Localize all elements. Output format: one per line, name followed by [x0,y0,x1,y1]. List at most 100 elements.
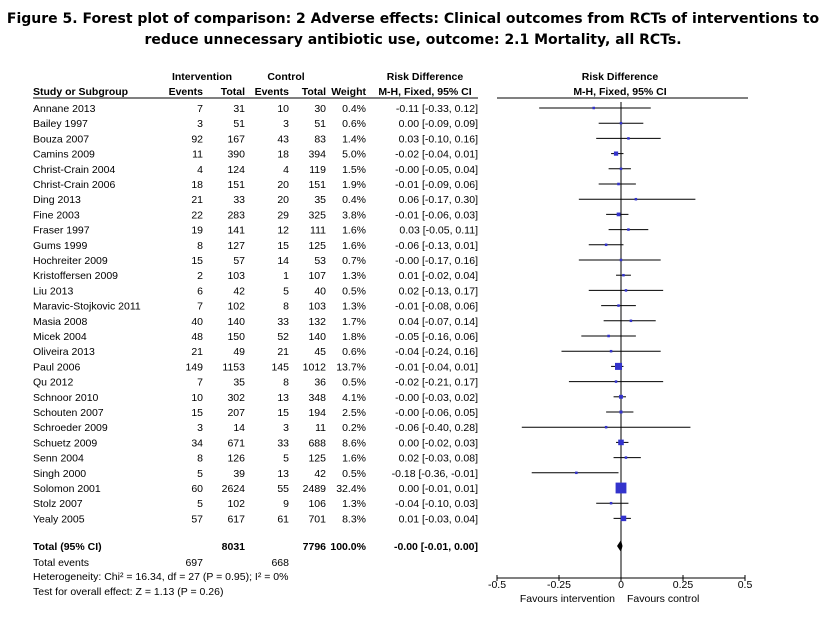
ctl-total: 51 [314,118,326,130]
int-total: 33 [233,194,245,206]
ctl-events: 10 [277,103,289,115]
int-events: 21 [191,194,203,206]
study-weight-square [620,515,627,522]
ctl-events: 3 [283,118,289,130]
int-total: 141 [227,225,245,237]
int-events: 60 [191,483,203,495]
ctl-total: 103 [308,301,326,313]
ctl-events: 8 [283,377,289,389]
study-weight-square [607,334,610,338]
x-axis-tick-label: 0.5 [738,579,753,591]
study-weight: 1.5% [342,164,366,176]
figure-title-line-1: Figure 5. Forest plot of comparison: 2 A… [6,11,820,27]
ctl-events: 5 [283,285,289,297]
ctl-total: 119 [309,164,326,176]
int-events: 6 [197,285,203,297]
study-weight: 8.6% [342,437,366,449]
study-weight-square [627,228,630,231]
header-rd-method-plot: M-H, Fixed, 95% CI [573,86,666,98]
ctl-total: 45 [314,346,326,358]
ctl-total: 1012 [303,361,327,373]
study-name: Annane 2013 [33,103,96,115]
study-weight: 0.5% [342,468,366,480]
study-ci: 0.04 [-0.07, 0.14] [399,316,478,328]
study-name: Fraser 1997 [33,225,90,237]
heterogeneity-stat: Heterogeneity: Chi² = 16.34, df = 27 (P … [33,571,288,583]
study-weight-square [615,362,623,370]
int-total: 102 [227,301,245,313]
study-weight: 0.7% [342,255,366,267]
int-events: 18 [191,179,203,191]
study-ci: -0.01 [-0.04, 0.01] [395,361,478,373]
study-weight-square [614,380,618,383]
int-total: 617 [227,513,245,525]
int-events: 22 [191,209,203,221]
study-weight: 0.2% [342,422,366,434]
total-label: Total (95% CI) [33,541,102,553]
header-rd-plot: Risk Difference [582,71,659,83]
int-events: 149 [185,361,203,373]
ctl-events: 145 [271,361,289,373]
study-ci: 0.00 [-0.09, 0.09] [399,118,478,130]
study-name: Hochreiter 2009 [33,255,108,267]
study-ci: -0.11 [-0.33, 0.12] [396,103,478,115]
ctl-events: 61 [277,513,289,525]
study-name: Solomon 2001 [33,483,101,495]
study-weight: 8.3% [342,513,366,525]
study-weight: 1.3% [342,498,366,510]
int-events: 15 [191,407,203,419]
ctl-total: 42 [314,468,326,480]
pooled-estimate-diamond [617,540,623,552]
favours-control-label: Favours control [627,593,699,605]
ctl-events: 43 [277,133,289,145]
study-name: Micek 2004 [33,331,87,343]
ctl-total: 688 [308,437,326,449]
ctl-total: 151 [308,179,326,191]
ctl-events: 21 [277,346,289,358]
study-weight: 1.6% [342,453,366,465]
study-ci: -0.00 [-0.06, 0.05] [395,407,478,419]
overall-effect-test: Test for overall effect: Z = 1.13 (P = 0… [33,586,223,598]
int-total: 302 [227,392,245,404]
study-weight: 1.6% [342,225,366,237]
study-weight-square [604,425,608,429]
int-total: 671 [227,437,245,449]
study-name: Ding 2013 [33,194,81,206]
favours-intervention-label: Favours intervention [520,593,615,605]
ctl-events: 12 [277,225,289,237]
study-weight-square [619,167,623,171]
study-name: Schroeder 2009 [33,422,108,434]
int-events: 15 [191,255,203,267]
int-events: 10 [191,392,203,404]
study-weight: 0.4% [342,103,366,115]
study-ci: 0.03 [-0.10, 0.16] [399,133,478,145]
int-events: 3 [197,422,203,434]
int-total: 283 [227,209,245,221]
study-ci: -0.02 [-0.21, 0.17] [395,377,478,389]
int-events: 92 [191,133,203,145]
study-ci: -0.06 [-0.13, 0.01] [395,240,478,252]
study-weight: 0.6% [342,118,366,130]
int-total: 31 [233,103,245,115]
study-weight-square [613,151,619,156]
ctl-total: 140 [308,331,326,343]
ctl-total: 40 [314,285,326,297]
study-weight-square [592,106,595,110]
int-events: 11 [192,149,203,161]
ctl-total: 701 [308,513,326,525]
study-name: Liu 2013 [33,285,73,297]
ctl-events: 5 [283,453,289,465]
study-weight: 13.7% [336,361,366,373]
int-events: 21 [191,346,203,358]
ctl-events: 20 [277,179,289,191]
int-total: 49 [233,346,245,358]
int-total: 14 [233,422,245,434]
study-weight-square [622,273,625,277]
study-weight-square [615,482,627,494]
study-weight: 0.4% [342,194,366,206]
total-events-int: 697 [185,557,203,569]
study-ci: -0.01 [-0.08, 0.06] [395,301,478,313]
ctl-total: 35 [314,194,326,206]
total-events-ctl: 668 [271,557,289,569]
ctl-total: 125 [308,240,326,252]
